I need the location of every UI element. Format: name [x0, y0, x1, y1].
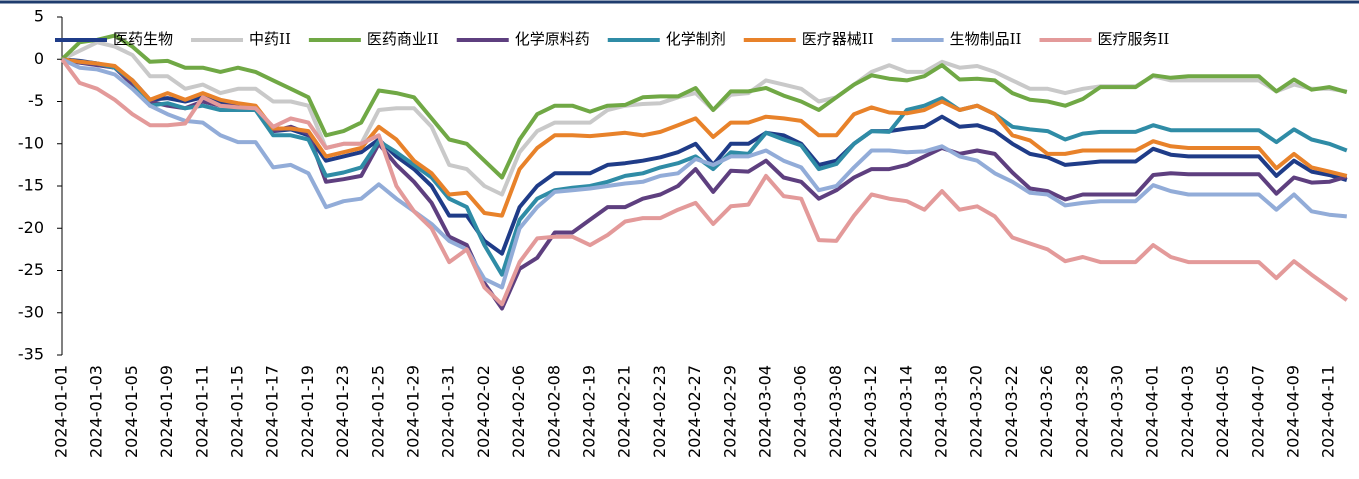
x-tick-label: 2024-01-11: [192, 365, 211, 458]
legend-text: 医疗器械II: [802, 30, 874, 48]
y-tick-label: -35: [18, 345, 44, 364]
x-tick-label: 2024-03-22: [1002, 365, 1021, 458]
x-tick-label: 2024-02-19: [580, 365, 599, 458]
series-line: [61, 57, 1348, 218]
x-tick-label: 2024-01-15: [228, 365, 247, 458]
x-tick-label: 2024-02-06: [509, 365, 528, 458]
x-tick-label: 2024-03-04: [756, 365, 775, 458]
y-tick-label: -30: [18, 302, 44, 321]
x-tick-label: 2024-03-26: [1037, 365, 1056, 458]
x-tick-label: 2024-02-29: [720, 365, 739, 458]
x-tick-label: 2024-01-17: [263, 365, 282, 458]
x-tick-label: 2024-03-20: [967, 365, 986, 458]
x-tick-label: 2024-03-06: [791, 365, 810, 458]
x-tick-label: 2024-01-05: [122, 365, 141, 458]
x-tick-label: 2024-04-11: [1319, 365, 1338, 458]
x-tick-label: 2024-03-18: [932, 365, 951, 458]
series-line: [60, 33, 1348, 180]
y-tick-label: 0: [34, 49, 44, 68]
x-tick-label: 2024-01-25: [368, 365, 387, 458]
x-tick-label: 2024-04-01: [1143, 365, 1162, 458]
x-tick-label: 2024-03-28: [1072, 365, 1091, 458]
legend-text: 化学制剂: [666, 30, 726, 48]
x-tick-label: 2024-03-08: [826, 365, 845, 458]
x-tick-label: 2024-02-21: [615, 365, 634, 458]
y-tick-label: 5: [34, 7, 44, 26]
x-tick-label: 2024-03-12: [861, 365, 880, 458]
legend-text: 医疗服务II: [1097, 30, 1169, 48]
y-tick-label: -15: [18, 176, 44, 195]
y-tick-label: -20: [18, 218, 44, 237]
x-tick-label: 2024-01-29: [404, 365, 423, 458]
y-tick-label: -5: [28, 91, 44, 110]
legend-text: 医药商业II: [367, 30, 439, 48]
x-tick-label: 2024-04-07: [1248, 365, 1267, 458]
legend-text: 医药生物: [113, 30, 173, 48]
legend-text: 生物制品II: [950, 30, 1022, 48]
series-line: [61, 57, 1347, 290]
x-tick-label: 2024-01-23: [333, 365, 352, 458]
series-line: [60, 58, 1348, 307]
x-tick-label: 2024-01-01: [52, 365, 71, 458]
plot: 5 0 -5 -10 -15 -20 -25 -30 -35 2024-01-01 2024-01-…: [18, 7, 1348, 458]
x-tick-label: 2024-04-03: [1178, 365, 1197, 458]
x-tick-label: 2024-01-19: [298, 365, 317, 458]
x-tick-label: 2024-01-31: [439, 365, 458, 458]
y-tick-label: -10: [18, 133, 44, 152]
series-line: [61, 57, 1348, 277]
x-tick-label: 2024-02-27: [685, 365, 704, 458]
x-tick-label: 2024-04-09: [1284, 365, 1303, 458]
x-tick-label: 2024-02-02: [474, 365, 493, 458]
x-tick-label: 2024-02-08: [544, 365, 563, 458]
x-tick-label: 2024-04-05: [1213, 365, 1232, 458]
x-tick-label: 2024-03-30: [1108, 365, 1127, 458]
x-tick-label: 2024-02-23: [650, 365, 669, 458]
x-tick-label: 2024-01-03: [87, 365, 106, 458]
legend: 医药生物 中药II 医药商业II 化学原料药 化学制剂 医疗器械II 生物制品II 医疗服务I…: [55, 30, 1169, 48]
y-tick-label: -25: [18, 260, 44, 279]
series-line: [61, 40, 1348, 197]
legend-text: 化学原料药: [515, 30, 590, 48]
x-tick-label: 2024-01-09: [157, 365, 176, 458]
legend-text: 中药II: [249, 30, 291, 48]
x-tick-label: 2024-03-14: [896, 365, 915, 458]
